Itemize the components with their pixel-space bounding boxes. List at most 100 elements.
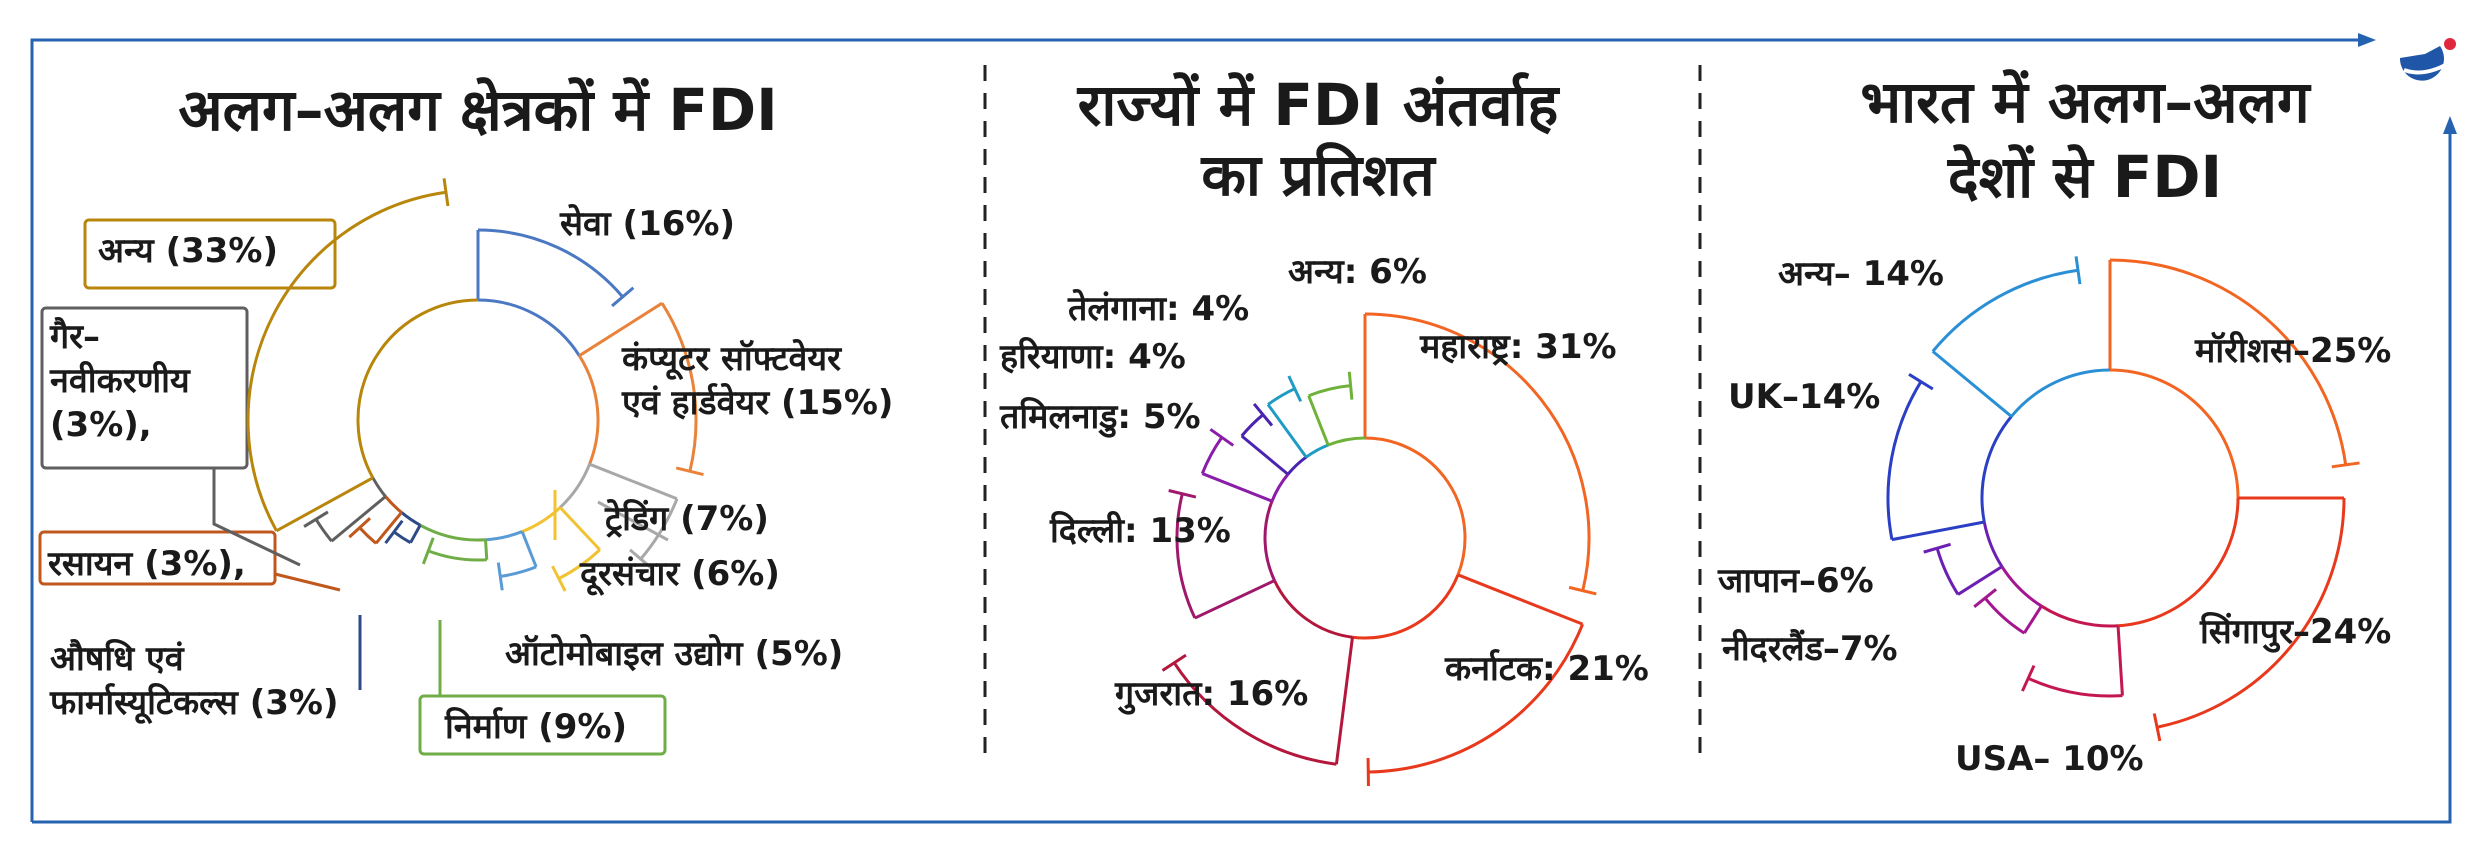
slice-radial — [520, 531, 538, 568]
slice-7: अन्य– 14% — [1778, 254, 2111, 418]
arrow-up-icon — [2443, 116, 2457, 134]
slice-label-box — [38, 530, 277, 586]
slice-tick — [1168, 489, 1197, 499]
slice-6: हरियाणा: 4% — [999, 336, 1308, 476]
slice-1: महाराष्ट्र: 31% — [1363, 312, 1617, 596]
slice-3: गुजरात: 16% — [1114, 579, 1354, 766]
slice-inner-arc — [1305, 443, 1329, 459]
slice-label: नीदरलैंड–7% — [1721, 628, 1898, 669]
chart-title: अलग–अलग क्षेत्रकों में FDI — [178, 76, 777, 144]
slice-radial — [484, 539, 489, 560]
slice-label: कंप्यूटर सॉफ्टवेयर — [621, 338, 842, 381]
slice-outer-arc — [427, 549, 487, 562]
slice-outer-arc — [477, 228, 624, 298]
brand-logo-icon — [2399, 38, 2456, 81]
slice-1: मॉरीशस–25% — [2108, 258, 2391, 499]
slice-radial — [1201, 472, 1273, 503]
slice-outer-arc — [639, 498, 679, 560]
slice-inner-arc — [1364, 436, 1467, 576]
slice-radial — [374, 511, 403, 545]
slice-radial — [589, 462, 678, 501]
slice-radial — [559, 506, 601, 551]
slice-tick — [421, 537, 435, 565]
slice-4: दिल्ली: 13% — [1049, 489, 1276, 620]
slice-label: ट्रेडिंग (7%) — [604, 498, 769, 539]
chart-title: राज्यों में FDI अंतर्वाह — [1077, 71, 1561, 139]
slice-radial — [409, 524, 422, 544]
slice-outer-arc — [1172, 662, 1337, 766]
slice-outer-arc — [393, 530, 412, 544]
slice-outer-arc — [1931, 268, 2079, 353]
slice-7: तेलंगाना: 4% — [1067, 288, 1329, 459]
slice-label: एवं हार्डवेयर (15%) — [621, 382, 893, 423]
slice-radial — [330, 495, 387, 543]
slice-9: गैर–नवीकरणीय(3%), — [40, 306, 387, 567]
chart-title: भारत में अलग–अलग — [1860, 68, 2312, 136]
slice-inner-arc — [2010, 368, 2111, 418]
slice-radial — [1194, 579, 1276, 620]
slice-inner-arc — [400, 511, 421, 527]
slice-tick — [611, 286, 635, 308]
slice-inner-arc — [485, 530, 523, 542]
slice-label: जापान–6% — [1717, 561, 1874, 601]
slice-outer-arc — [558, 548, 601, 580]
slice-radial — [1931, 350, 2013, 418]
chart-1: अलग–अलग क्षेत्रकों में FDI सेवा (16%) कंप्… — [38, 76, 893, 756]
slice-label: ऑटोमोबाइल उद्योग (5%) — [505, 633, 843, 674]
slice-inner-arc — [2117, 497, 2240, 628]
slice-leader — [274, 572, 341, 592]
slice-label: गैर– — [49, 316, 100, 357]
chart-title: देशों से FDI — [1947, 143, 2222, 211]
slice-label: निर्माण (9%) — [444, 706, 627, 747]
slice-inner-arc — [1352, 574, 1460, 640]
slice-inner-arc — [384, 495, 403, 514]
charts: अलग–अलग क्षेत्रकों में FDI सेवा (16%) कंप्… — [38, 68, 2391, 786]
slice-tick — [303, 510, 329, 528]
slice-inner-arc — [1327, 436, 1366, 447]
slice-7: औषधि एवंफार्मास्यूटिकल्स (3%) — [49, 511, 422, 725]
slice-label-box — [418, 694, 667, 756]
slice-inner-arc — [521, 506, 562, 533]
slice-inner-arc — [2000, 565, 2043, 608]
slice-inner-arc — [371, 477, 387, 498]
slice-radial — [1457, 573, 1584, 626]
slice-radial — [1266, 403, 1308, 458]
slice-label: सिंगापुर–24% — [2199, 611, 2391, 653]
slice-label: हरियाणा: 4% — [999, 336, 1186, 377]
slice-radial — [578, 301, 663, 357]
slice-8: अन्य: 6% — [1288, 252, 1427, 447]
slice-outer-arc — [2027, 676, 2123, 698]
slice-inner-arc — [2040, 604, 2119, 628]
slice-outer-arc — [2109, 258, 2348, 466]
slice-outer-arc — [1267, 387, 1296, 406]
slice-outer-arc — [358, 526, 377, 545]
slice-4: दूरसंचार (6%) — [521, 490, 780, 596]
slice-inner-arc — [1982, 521, 2004, 568]
slice-tick — [675, 466, 704, 477]
slice-3: ट्रेडिंग (7%) — [559, 462, 769, 570]
slice-2: सिंगापुर–24% — [2117, 496, 2391, 742]
frame-bottom-right — [32, 130, 2452, 824]
slice-tick — [442, 178, 450, 207]
slice-tick — [1161, 653, 1187, 672]
slice-tick — [1287, 375, 1303, 403]
slice-1: सेवा (16%) — [476, 203, 735, 357]
slice-inner-arc — [2109, 368, 2240, 499]
slice-inner-arc — [1980, 415, 2013, 523]
slice-inner-arc — [356, 298, 479, 479]
slice-label: गुजरात: 16% — [1114, 674, 1308, 715]
slice-inner-arc — [559, 463, 591, 509]
slice-label: दूरसंचार (6%) — [579, 554, 780, 596]
slice-leader — [212, 468, 301, 567]
slice-label: अन्य: 6% — [1288, 252, 1427, 292]
slice-inner-arc — [578, 354, 600, 465]
slice-label: USA– 10% — [1955, 739, 2144, 779]
slice-label: कर्नाटक: 21% — [1444, 648, 1649, 689]
slice-10: अन्य (33%) — [83, 178, 479, 533]
slice-inner-arc — [1270, 473, 1290, 502]
slice-tick — [629, 548, 653, 570]
slice-radial — [1957, 565, 2003, 596]
slice-label: UK–14% — [1728, 377, 1880, 417]
slice-label: सेवा (16%) — [559, 203, 735, 244]
